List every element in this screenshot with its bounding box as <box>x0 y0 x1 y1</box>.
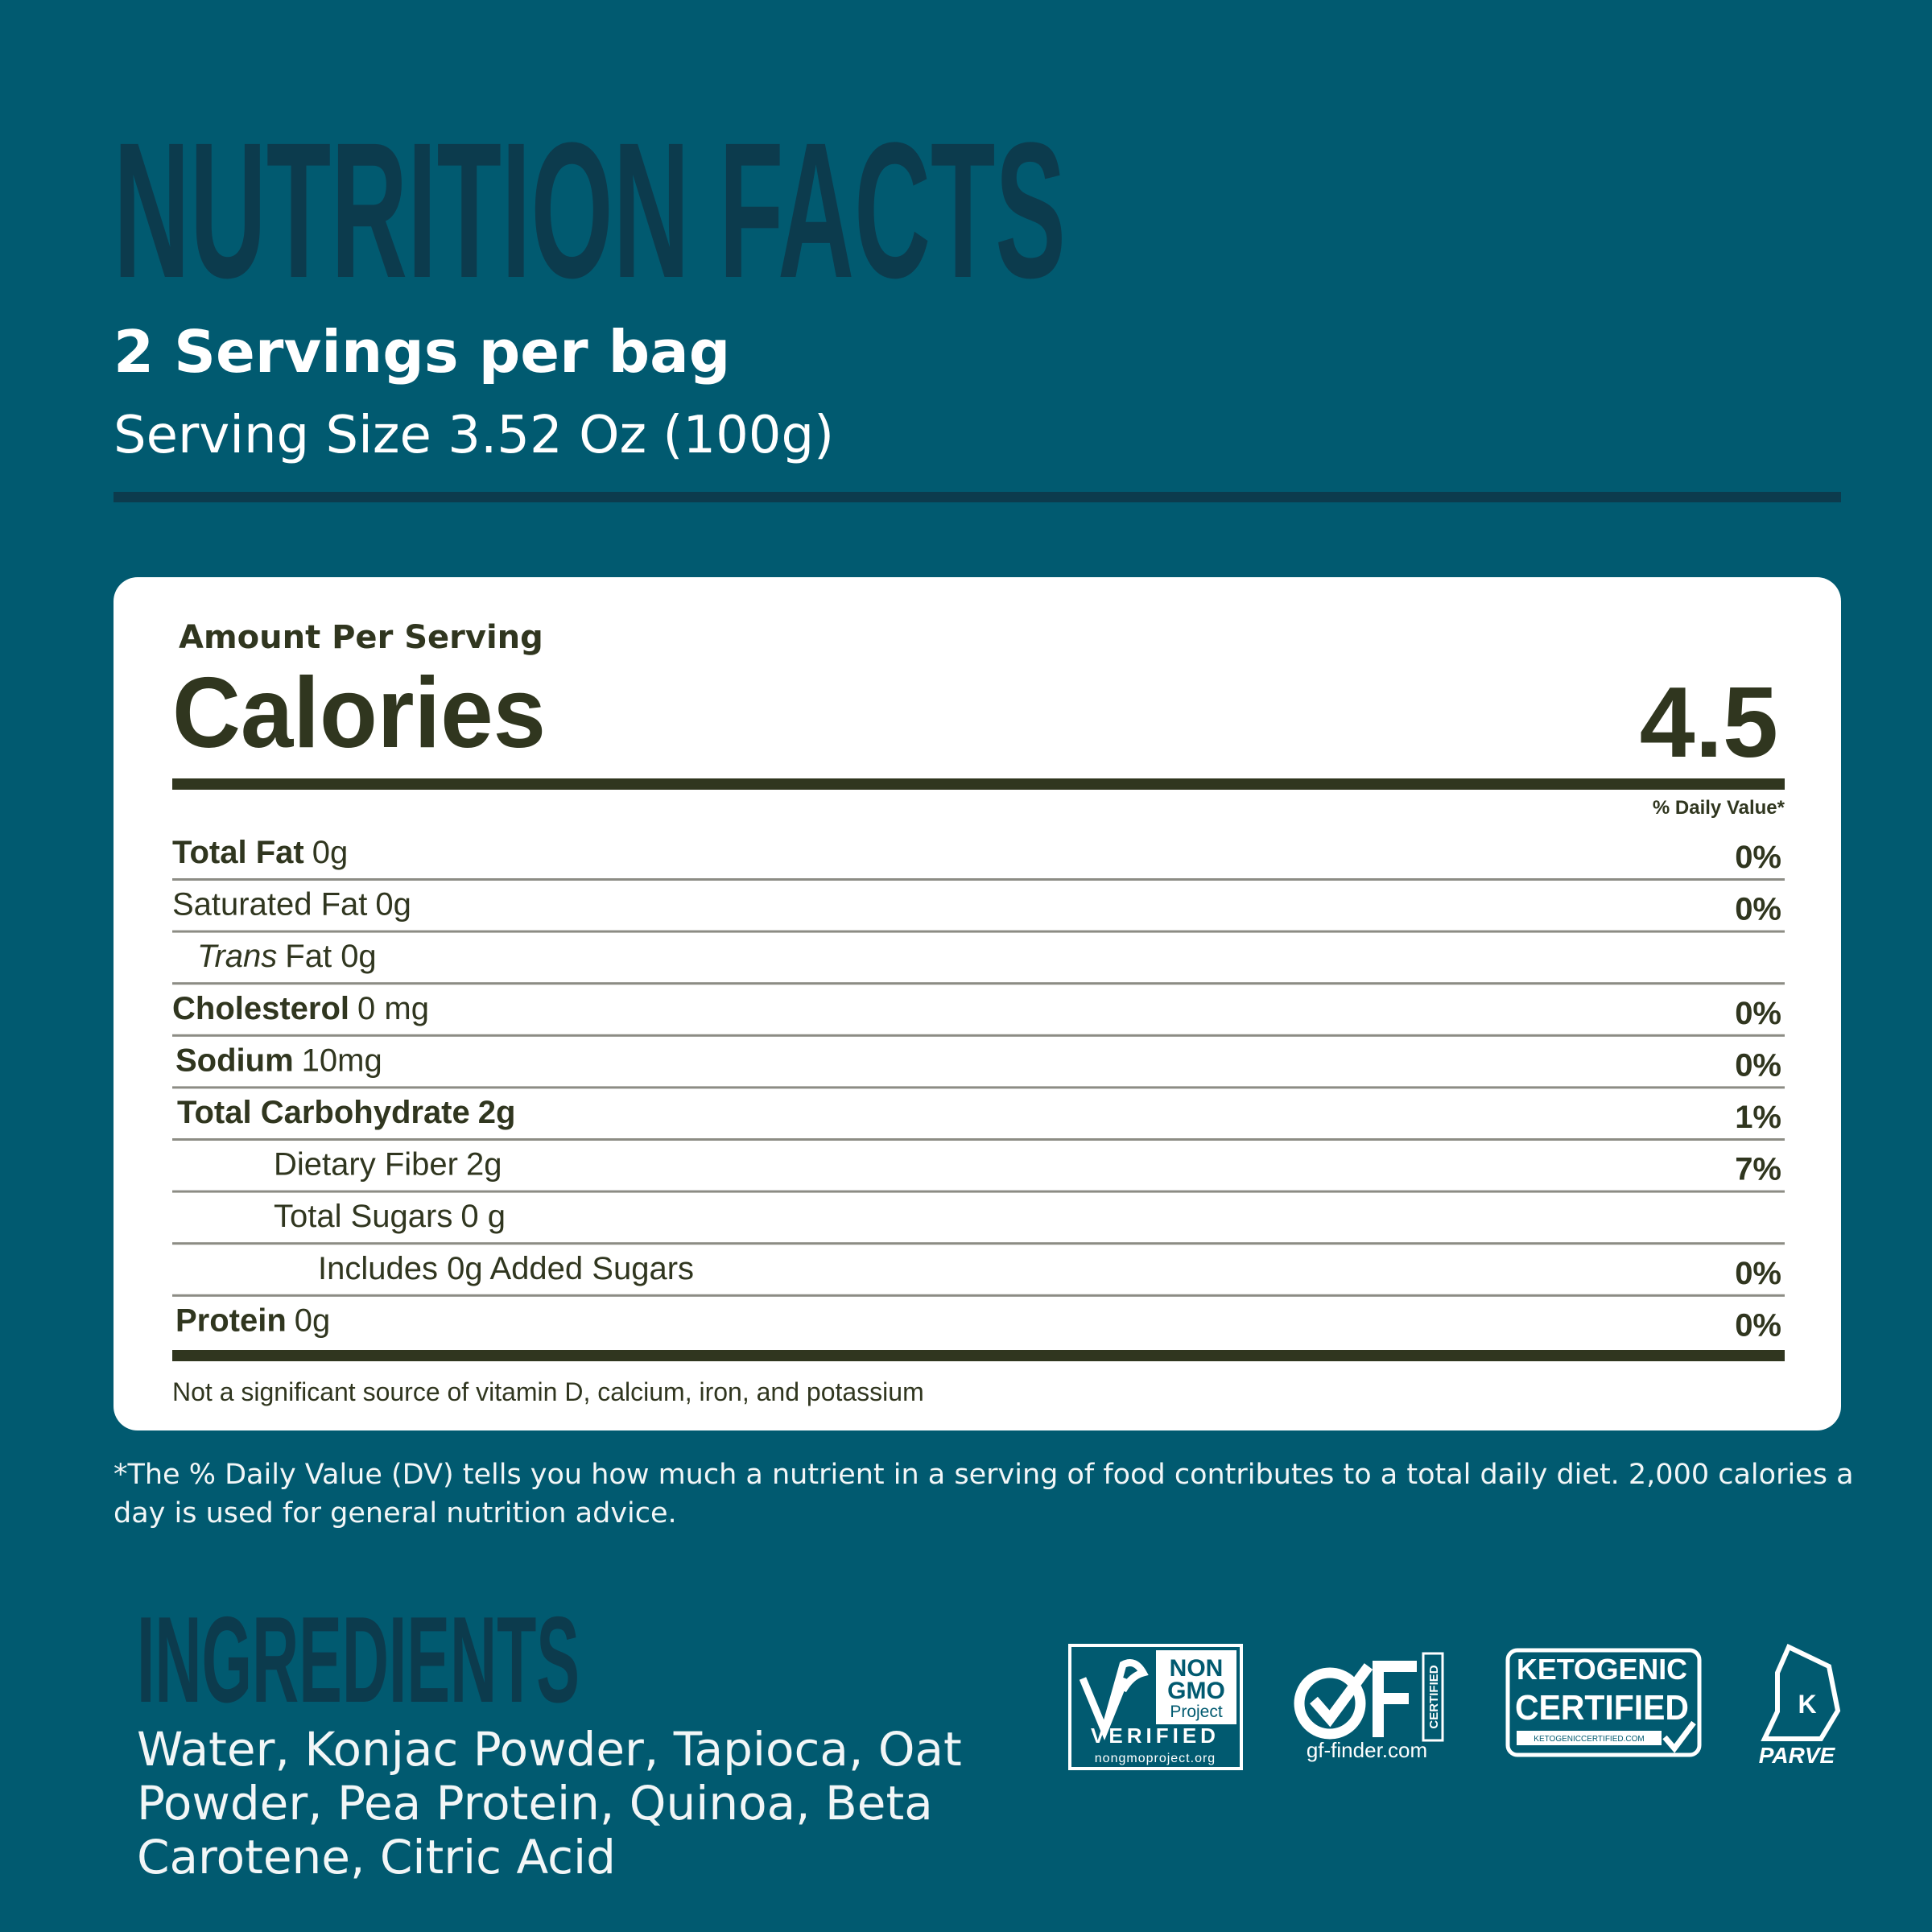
nutrient-name: Cholesterol <box>172 991 349 1026</box>
row-rule <box>172 1138 1785 1141</box>
nutrient-row: Dietary Fiber 2g <box>274 1147 502 1183</box>
badge-text: GMO <box>1167 1678 1225 1704</box>
nutrient-amount: 2g <box>466 1147 502 1183</box>
footnote: *The % Daily Value (DV) tells you how mu… <box>114 1459 1854 1530</box>
nutrient-amount: 0g <box>312 835 349 870</box>
daily-value: 7% <box>1735 1152 1781 1187</box>
badge-text: VERIFIED <box>1091 1724 1220 1748</box>
nutrient-name: Sodium <box>175 1042 294 1078</box>
row-rule <box>172 1034 1785 1037</box>
nutrient-name: Protein <box>175 1302 287 1338</box>
nutrient-row: Includes 0g Added Sugars <box>318 1251 694 1286</box>
nutrient-row: Total Fat 0g <box>172 835 348 870</box>
badge-text: CERTIFIED <box>1427 1665 1441 1728</box>
nutrient-row: Cholesterol 0 mg <box>172 991 429 1026</box>
row-rule <box>172 1086 1785 1089</box>
nutrient-amount: 0g <box>295 1302 331 1338</box>
servings: 2 Servings per bag <box>114 318 730 386</box>
nutrient-name: Total Fat <box>172 835 304 870</box>
nutrient-name: Trans <box>197 939 277 974</box>
daily-value: 0% <box>1735 840 1781 875</box>
badge-icon <box>1079 1659 1149 1740</box>
nutrient-row: Trans Fat 0g <box>197 939 377 974</box>
calories-label: Calories <box>172 658 546 769</box>
badge-icon <box>1761 1643 1841 1741</box>
row-rule <box>172 982 1785 985</box>
amount-label: Amount Per Serving <box>179 619 543 656</box>
badge-icon <box>1373 1661 1417 1737</box>
badge-text: NON <box>1170 1655 1224 1682</box>
row-rule <box>172 878 1785 881</box>
daily-value: 0% <box>1735 1256 1781 1291</box>
nutrient-row: Protein 0g <box>175 1302 330 1338</box>
nutrient-row: Sodium 10mg <box>175 1042 382 1078</box>
kosher-badge: K PARVE <box>1759 1643 1841 1768</box>
ingredients-text: Water, Konjac Powder, Tapioca, Oat Powde… <box>137 1722 962 1885</box>
nutrient-name: Includes 0g Added Sugars <box>318 1251 694 1286</box>
badge-text: CERTIFIED <box>1515 1688 1689 1728</box>
serving-size: Serving Size 3.52 Oz (100g) <box>114 406 834 465</box>
nutrient-row: Saturated Fat 0g <box>172 887 411 923</box>
badge-icon <box>1294 1667 1366 1740</box>
badge-text: KETOGENICCERTIFIED.COM <box>1534 1735 1644 1744</box>
badge-text: nongmoproject.org <box>1095 1752 1216 1765</box>
daily-value: 0% <box>1735 1307 1781 1343</box>
badge-icon <box>1310 1663 1373 1728</box>
panel-note: Not a significant source of vitamin D, c… <box>172 1377 924 1406</box>
non-gmo-badge: NON GMO Project VERIFIED nongmoproject.o… <box>1068 1644 1243 1770</box>
header-rule <box>114 492 1841 502</box>
row-rule <box>172 1190 1785 1193</box>
nutrient-name: Total Carbohydrate <box>177 1095 470 1130</box>
calories-value: 4.5 <box>1640 667 1778 778</box>
daily-value: 1% <box>1735 1100 1781 1135</box>
nutrient-row: Total Sugars 0 g <box>274 1199 506 1234</box>
row-rule <box>172 1242 1785 1245</box>
row-rule <box>172 930 1785 933</box>
nutrient-amount: 0 mg <box>357 991 429 1026</box>
facts-card <box>114 577 1841 1430</box>
badge-text: PARVE <box>1759 1743 1836 1768</box>
badge-panel <box>1156 1650 1236 1724</box>
badge-border <box>1422 1652 1444 1742</box>
nutrient-name: Dietary Fiber <box>274 1147 458 1183</box>
daily-value: 0% <box>1735 996 1781 1031</box>
row-rule <box>172 1294 1785 1297</box>
nutrient-amount: 2g <box>478 1095 516 1130</box>
nutrient-amount: 0g <box>375 887 411 923</box>
badge-text: gf-finder.com <box>1307 1738 1427 1762</box>
nutrient-name: Total Sugars <box>274 1199 452 1234</box>
badge-band <box>1517 1731 1662 1745</box>
title: NUTRITION FACTS <box>114 102 1066 318</box>
daily-value: 0% <box>1735 892 1781 927</box>
badge-border <box>1068 1644 1243 1770</box>
thick-rule <box>172 778 1785 790</box>
ketogenic-badge: KETOGENIC CERTIFIED KETOGENICCERTIFIED.C… <box>1505 1648 1702 1757</box>
gluten-free-badge: CERTIFIED gf-finder.com <box>1294 1652 1444 1762</box>
daily-value: 0% <box>1735 1047 1781 1083</box>
nutrient-name: Saturated Fat <box>172 887 367 923</box>
nutrient-amount: 0 g <box>460 1199 506 1234</box>
nutrient-amount: Fat 0g <box>285 939 376 974</box>
thick-rule <box>172 1350 1785 1361</box>
badge-text: K <box>1798 1690 1816 1719</box>
nutrient-rows: Total Fat 0g 0%Saturated Fat 0g 0%Trans Fat 0… <box>172 835 1785 1343</box>
badge-text: Project <box>1170 1703 1223 1721</box>
badge-icon <box>1662 1720 1696 1753</box>
ingredients-title: INGREDIENTS <box>137 1591 580 1728</box>
nutrient-row: Total Carbohydrate 2g <box>177 1095 515 1130</box>
badge-text: KETOGENIC <box>1517 1653 1687 1686</box>
nutrient-amount: 10mg <box>302 1042 382 1078</box>
badge-border <box>1505 1648 1702 1757</box>
daily-value-header: % Daily Value* <box>1653 797 1785 819</box>
